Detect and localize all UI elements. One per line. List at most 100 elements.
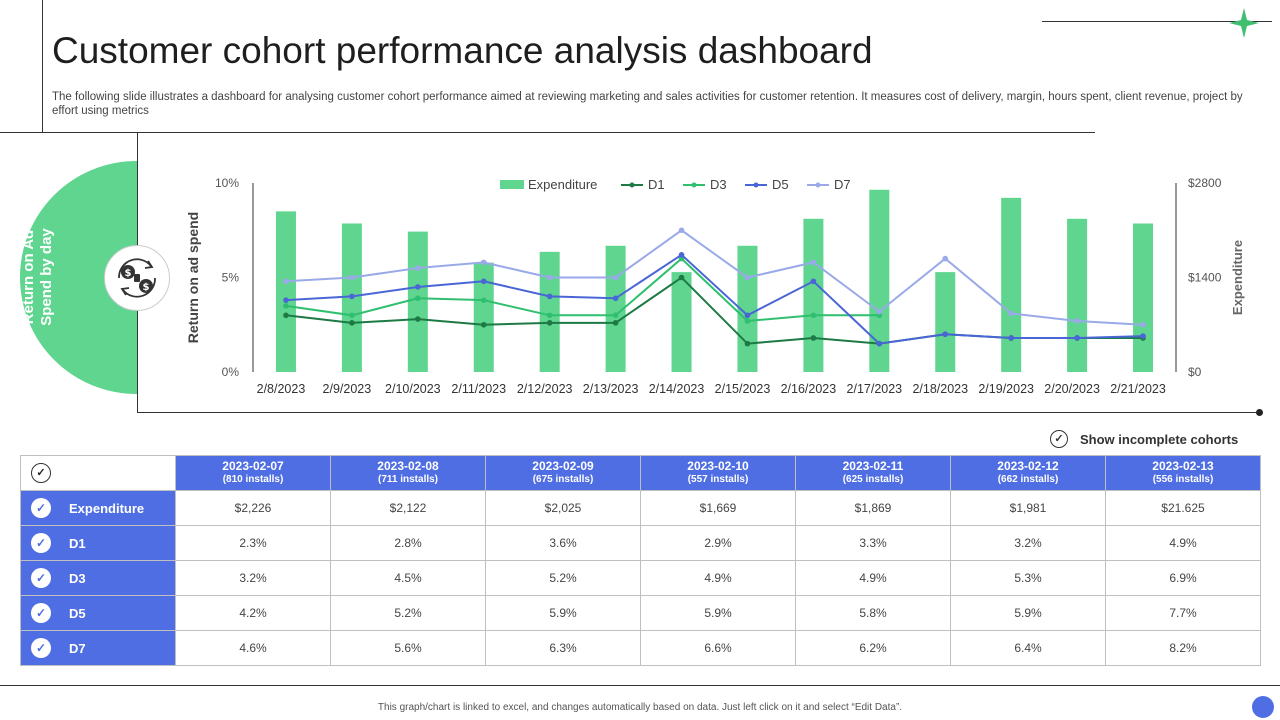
y-tick-label-left: 10% [215,176,239,190]
row-label-cell[interactable]: ✓ D7 [20,630,176,666]
table-cell: $2,025 [485,490,641,526]
chart-bar [671,272,692,372]
table-cell: 5.9% [640,595,796,631]
row-label: D7 [69,640,86,656]
show-incomplete-cohorts-toggle[interactable]: ✓ Show incomplete cohorts [1050,429,1238,449]
check-circle-icon[interactable]: ✓ [31,498,51,518]
decorative-line [1042,21,1272,22]
legend-marker-d5 [753,182,759,188]
chart-bar [275,211,296,372]
table-cell: $2,226 [175,490,331,526]
check-circle-icon[interactable]: ✓ [31,638,51,658]
table-cell: 6.6% [640,630,796,666]
series-point-d1 [678,274,685,281]
table-row: ✓ D5 4.2% 5.2% 5.9% 5.9% 5.8% 5.9% 7.7% [20,595,1261,631]
table-cell: 6.3% [485,630,641,666]
table-cell: 3.6% [485,525,641,561]
chart-frame-bottom [137,412,1261,413]
series-line-d3 [285,257,880,323]
table-cell: 6.9% [1105,560,1261,596]
row-label-cell[interactable]: ✓ D3 [20,560,176,596]
series-point-d5 [678,252,685,258]
x-tick-label: 2/12/2023 [517,382,573,396]
page-subtitle: The following slide illustrates a dashbo… [52,91,1243,117]
series-point-d3 [546,312,553,319]
divider-vertical [42,0,43,132]
x-tick-label: 2/9/2023 [323,382,372,396]
series-point-d5 [546,293,553,300]
y-tick-label-right: $1400 [1188,271,1222,285]
column-date: 2023-02-08 [377,459,439,473]
page-title: Customer cohort performance analysis das… [52,30,873,71]
series-point-d5 [283,297,289,303]
chart-bar [869,189,890,372]
row-label-cell[interactable]: ✓ Expenditure [20,490,176,526]
series-point-d5 [349,293,355,300]
y-axis-title-left: Return on ad spend [185,212,201,343]
legend-label-d7: D7 [834,177,851,192]
column-date: 2023-02-13 [1152,459,1214,473]
show-incomplete-cohorts-label: Show incomplete cohorts [1080,431,1239,447]
series-point-d1 [744,340,751,347]
x-tick-label: 2/11/2023 [451,382,506,396]
column-header: 2023-02-09 (675 installs) [485,455,641,491]
roas-chart: 0% 5% 10% $0 $1400 $2800 Return on ad spend Exp… [185,176,1245,396]
table-cell: $21.625 [1105,490,1261,526]
chart-bar [407,231,428,372]
series-point-d7 [349,274,355,281]
series-point-d3 [415,295,421,302]
row-label-cell[interactable]: ✓ D1 [20,525,176,561]
table-cell: 4.2% [175,595,331,631]
chart-bar [935,272,956,372]
svg-text:$: $ [143,282,150,293]
table-cell: 5.9% [950,595,1106,631]
series-point-d7 [1140,321,1146,328]
legend-label-expenditure: Expenditure [528,177,597,192]
table-row: ✓ D1 2.3% 2.8% 3.6% 2.9% 3.3% 3.2% 4.9% [20,525,1261,561]
table-cell: 5.3% [950,560,1106,596]
series-point-d7 [1008,310,1014,317]
series-point-d7 [942,255,949,262]
check-circle-icon: ✓ [31,463,51,483]
series-point-d5 [1008,335,1014,341]
table-cell: 5.9% [485,595,641,631]
column-header: 2023-02-11 (625 installs) [795,455,951,491]
row-label-cell[interactable]: ✓ D5 [20,595,176,631]
column-installs: (675 installs) [532,474,594,485]
table-cell: 2.8% [330,525,486,561]
table-cell: 6.2% [795,630,951,666]
check-circle-icon[interactable]: ✓ [31,533,51,553]
series-line-d5 [285,253,1144,345]
table-row: ✓ Expenditure $2,226 $2,122 $2,025 $1,669 $1,8… [20,490,1261,526]
column-header: 2023-02-12 (662 installs) [950,455,1106,491]
column-header: 2023-02-13 (556 installs) [1105,455,1261,491]
series-point-d1 [546,320,553,326]
column-date: 2023-02-10 [687,459,749,473]
column-header: 2023-02-10 (557 installs) [640,455,796,491]
table-cell: 4.9% [1105,525,1261,561]
x-tick-label: 2/13/2023 [583,382,639,396]
table-cell: 4.6% [175,630,331,666]
series-point-d5 [942,331,949,337]
check-circle-icon[interactable]: ✓ [31,568,51,588]
table-cell: 3.3% [795,525,951,561]
column-date: 2023-02-11 [842,459,904,473]
series-point-d5 [612,295,619,302]
column-installs: (556 installs) [1152,474,1214,485]
check-circle-icon[interactable]: ✓ [31,603,51,623]
table-cell: 2.3% [175,525,331,561]
column-header: 2023-02-07 (810 installs) [175,455,331,491]
x-tick-label: 2/8/2023 [257,382,306,396]
table-cell: 7.7% [1105,595,1261,631]
series-point-d1 [349,320,355,326]
table-row: ✓ D7 4.6% 5.6% 6.3% 6.6% 6.2% 6.4% 8.2% [20,630,1261,666]
series-point-d3 [744,318,751,324]
divider-horizontal [0,132,1095,133]
series-point-d3 [349,312,355,319]
y-tick-label-left: 5% [222,271,240,285]
select-all-cell[interactable]: ✓ [20,455,176,491]
column-installs: (625 installs) [842,474,904,485]
x-tick-label: 2/20/2023 [1044,382,1100,396]
column-installs: (557 installs) [687,474,749,485]
series-point-d5 [1140,333,1146,339]
